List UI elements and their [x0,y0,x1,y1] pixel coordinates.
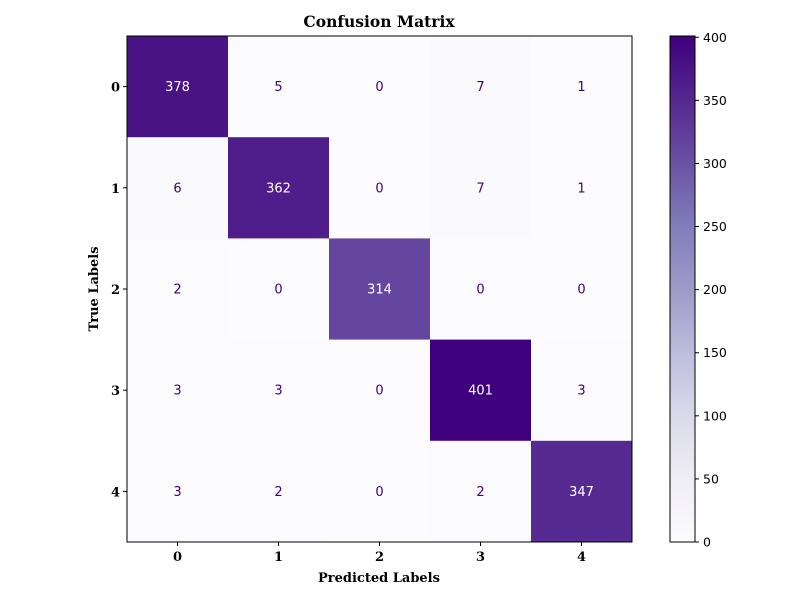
heatmap-cell-r4-c1 [228,440,330,543]
y-tick-label-2: 2 [111,283,120,298]
cell-value-r1-c3: 7 [476,181,484,196]
cell-value-r4-c2: 0 [375,485,383,500]
y-tick-label-3: 3 [111,384,120,399]
heatmap-cell-r1-c2 [329,137,431,239]
heatmap-cell-r1-c0 [127,137,229,239]
heatmap-cell-r2-c2 [329,238,431,341]
cell-value-r2-c3: 0 [476,283,484,298]
cell-value-r2-c1: 0 [274,283,282,298]
y-tick-label-1: 1 [111,182,120,197]
colorbar-tick-label-0: 0 [703,535,711,550]
cell-value-r4-c3: 2 [476,485,484,500]
cell-value-r4-c4: 347 [569,485,594,500]
cell-value-r0-c4: 1 [577,80,585,95]
heatmap-cell-r4-c4 [531,440,633,543]
heatmap-cell-r0-c4 [531,36,633,138]
heatmap-cell-r3-c1 [228,339,330,442]
x-tick-label-1: 1 [274,550,283,565]
colorbar-ticks: 0 50 100 150 200 250 300 350 400 [695,30,727,550]
heatmap-cell-r4-c0 [127,440,229,543]
colorbar [669,35,696,543]
cell-value-r0-c2: 0 [375,80,383,95]
y-tick-label-4: 4 [111,485,120,500]
colorbar-tick-label-5: 250 [703,219,727,234]
cell-value-r1-c1: 362 [266,181,291,196]
x-tick-label-4: 4 [577,550,586,565]
heatmap-cell-r2-c1 [228,238,330,341]
heatmap-cell-r1-c4 [531,137,633,239]
cell-value-r4-c0: 3 [173,485,181,500]
heatmap-cell-r0-c0 [127,36,229,138]
heatmap-cell-r2-c4 [531,238,633,341]
heatmap-cell-r0-c2 [329,36,431,138]
cell-value-r0-c0: 378 [165,80,190,95]
cell-value-r3-c1: 3 [274,384,282,399]
cell-value-r1-c4: 1 [577,181,585,196]
x-tick-label-2: 2 [375,550,384,565]
cell-value-r3-c4: 3 [577,384,585,399]
heatmap-cell-r3-c2 [329,339,431,442]
colorbar-tick-label-7: 350 [703,93,727,108]
heatmap-cell-r3-c4 [531,339,633,442]
heatmap-cell-r0-c3 [430,36,532,138]
cell-value-r2-c4: 0 [577,283,585,298]
colorbar-tick-label-2: 100 [703,408,727,423]
heatmap-cell-r3-c0 [127,339,229,442]
y-tick-label-0: 0 [111,81,120,96]
y-axis-label: True Labels [87,246,102,331]
heatmap-cell-r0-c1 [228,36,330,138]
heatmap-cell-r1-c1 [228,137,330,239]
heatmap-cell-r2-c0 [127,238,229,341]
chart-title: Confusion Matrix [303,12,455,31]
cell-value-r0-c3: 7 [476,80,484,95]
cell-value-r2-c0: 2 [173,283,181,298]
colorbar-tick-label-6: 300 [703,156,727,171]
heatmap-cell-r1-c3 [430,137,532,239]
cell-value-r1-c0: 6 [173,181,181,196]
cell-value-r4-c1: 2 [274,485,282,500]
heatmap-cell-labels: 378 5 0 7 1 6 362 0 7 1 2 0 314 0 0 3 3 0 401 3 3 2 0 2 347 [165,80,594,500]
colorbar-tick-label-3: 150 [703,345,727,360]
colorbar-tick-label-8: 400 [703,30,727,45]
heatmap-cell-r4-c3 [430,440,532,543]
y-axis-ticks: 0 1 2 3 4 [111,81,127,500]
heatmap-cells [127,36,633,543]
x-tick-label-0: 0 [173,550,182,565]
cell-value-r0-c1: 5 [274,80,282,95]
colorbar-tick-label-1: 50 [703,471,719,486]
cell-value-r3-c0: 3 [173,384,181,399]
heatmap-cell-r3-c3 [430,339,532,442]
x-axis-ticks: 0 1 2 3 4 [173,542,586,565]
cell-value-r3-c3: 401 [468,384,493,399]
heatmap-cell-r2-c3 [430,238,532,341]
cell-value-r2-c2: 314 [367,283,392,298]
heatmap-cell-r4-c2 [329,440,431,543]
x-axis-label: Predicted Labels [318,571,440,586]
cell-value-r3-c2: 0 [375,384,383,399]
colorbar-tick-label-4: 200 [703,282,727,297]
cell-value-r1-c2: 0 [375,181,383,196]
x-tick-label-3: 3 [476,550,485,565]
